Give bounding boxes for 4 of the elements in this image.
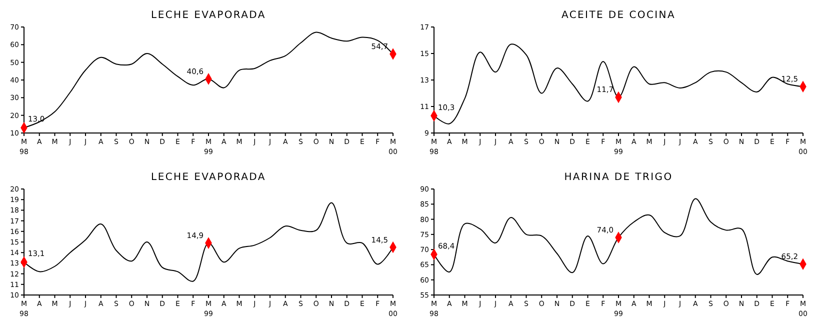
- chart-title: LECHE EVAPORADA: [151, 10, 266, 21]
- chart-title: LECHE EVAPORADA: [151, 172, 266, 183]
- chart-title: HARINA DE TRIGO: [564, 172, 673, 183]
- chart-title: ACEITE DE COCINA: [561, 10, 676, 21]
